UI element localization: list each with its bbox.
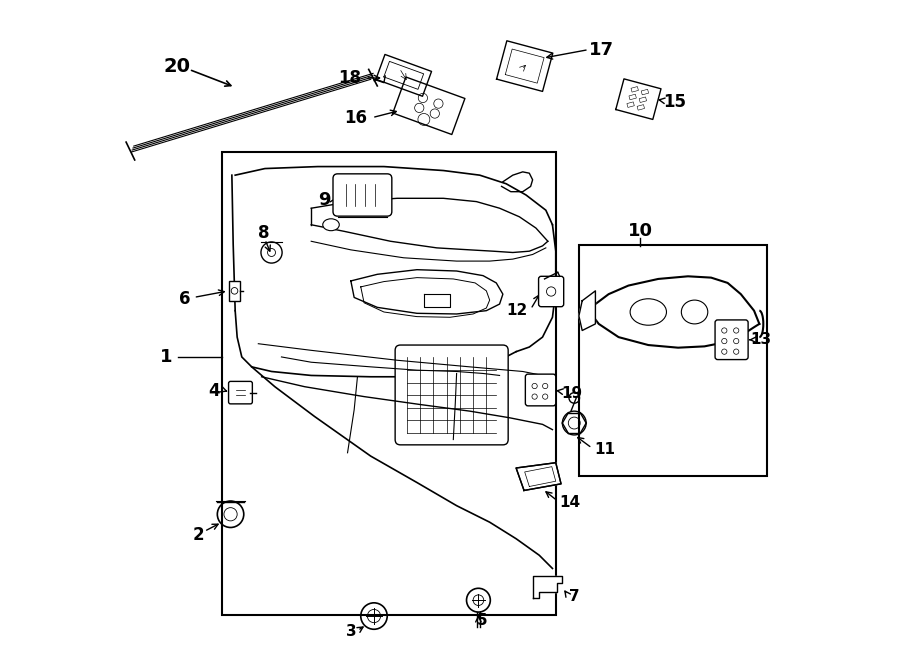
Bar (229, 281, 240, 301)
Text: 18: 18 (338, 69, 361, 87)
Text: 20: 20 (164, 57, 191, 75)
Polygon shape (579, 291, 596, 330)
FancyBboxPatch shape (716, 320, 748, 360)
Text: 16: 16 (345, 108, 367, 127)
Text: 5: 5 (476, 613, 487, 627)
Text: 19: 19 (561, 386, 582, 401)
Text: 9: 9 (319, 191, 331, 210)
Text: 8: 8 (257, 223, 269, 242)
Text: 3: 3 (346, 625, 356, 639)
Text: 7: 7 (569, 589, 580, 603)
Ellipse shape (630, 299, 667, 325)
Bar (631, 87, 638, 92)
Bar (637, 104, 644, 110)
Text: 17: 17 (589, 40, 614, 59)
Bar (222, 152, 556, 615)
Bar (579, 245, 768, 476)
FancyBboxPatch shape (538, 276, 563, 307)
Text: 12: 12 (507, 303, 528, 318)
Bar (629, 95, 636, 100)
FancyBboxPatch shape (333, 174, 392, 216)
Bar (639, 97, 646, 102)
Text: 11: 11 (594, 442, 615, 457)
Text: 1: 1 (160, 348, 173, 366)
Bar (641, 89, 649, 95)
Text: 2: 2 (193, 526, 204, 545)
Bar (627, 102, 634, 108)
FancyBboxPatch shape (395, 345, 508, 445)
Text: 13: 13 (751, 332, 772, 347)
Text: 14: 14 (559, 495, 580, 510)
Text: 15: 15 (662, 93, 686, 112)
Polygon shape (516, 463, 561, 490)
FancyBboxPatch shape (229, 381, 252, 404)
Ellipse shape (323, 219, 339, 231)
Text: 6: 6 (179, 290, 191, 308)
Ellipse shape (681, 300, 707, 324)
FancyBboxPatch shape (526, 374, 556, 406)
Text: 10: 10 (628, 222, 652, 241)
Polygon shape (534, 576, 562, 598)
Text: 4: 4 (208, 382, 220, 401)
